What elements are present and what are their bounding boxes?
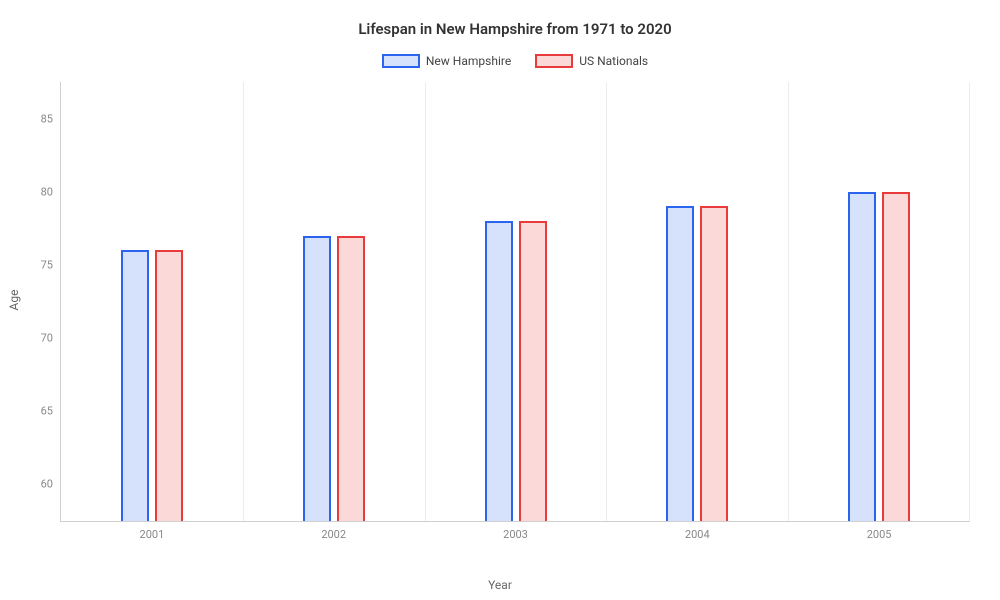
y-axis-label: Age — [7, 290, 21, 311]
legend-swatch-0 — [382, 54, 420, 68]
legend-label-1: US Nationals — [579, 54, 648, 68]
bar — [155, 250, 183, 521]
x-tick-label: 2001 — [140, 528, 165, 541]
bar — [337, 236, 365, 521]
bar — [848, 192, 876, 521]
legend-label-0: New Hampshire — [426, 54, 511, 68]
bar — [485, 221, 513, 521]
legend-swatch-1 — [535, 54, 573, 68]
gridline-v — [606, 82, 607, 521]
bar — [666, 206, 694, 521]
legend-item-1: US Nationals — [535, 54, 648, 68]
x-tick-label: 2004 — [685, 528, 710, 541]
chart-title: Lifespan in New Hampshire from 1971 to 2… — [60, 20, 970, 38]
x-tick-label: 2003 — [503, 528, 528, 541]
x-tick-label: 2005 — [867, 528, 892, 541]
y-tick-label: 85 — [25, 112, 53, 125]
gridline-v — [425, 82, 426, 521]
legend-item-0: New Hampshire — [382, 54, 511, 68]
legend: New Hampshire US Nationals — [60, 54, 970, 68]
y-tick-label: 70 — [25, 332, 53, 345]
gridline-v — [788, 82, 789, 521]
x-tick-label: 2002 — [321, 528, 346, 541]
bar — [519, 221, 547, 521]
gridline-v — [969, 82, 970, 521]
plot-area: 60657075808520012002200320042005 — [60, 82, 970, 522]
x-axis-label: Year — [488, 578, 512, 592]
y-tick-label: 65 — [25, 405, 53, 418]
chart-container: Lifespan in New Hampshire from 1971 to 2… — [0, 0, 1000, 600]
y-tick-label: 75 — [25, 258, 53, 271]
y-tick-label: 60 — [25, 478, 53, 491]
bar — [303, 236, 331, 521]
bar — [700, 206, 728, 521]
bar — [882, 192, 910, 521]
gridline-v — [243, 82, 244, 521]
bar — [121, 250, 149, 521]
y-tick-label: 80 — [25, 185, 53, 198]
